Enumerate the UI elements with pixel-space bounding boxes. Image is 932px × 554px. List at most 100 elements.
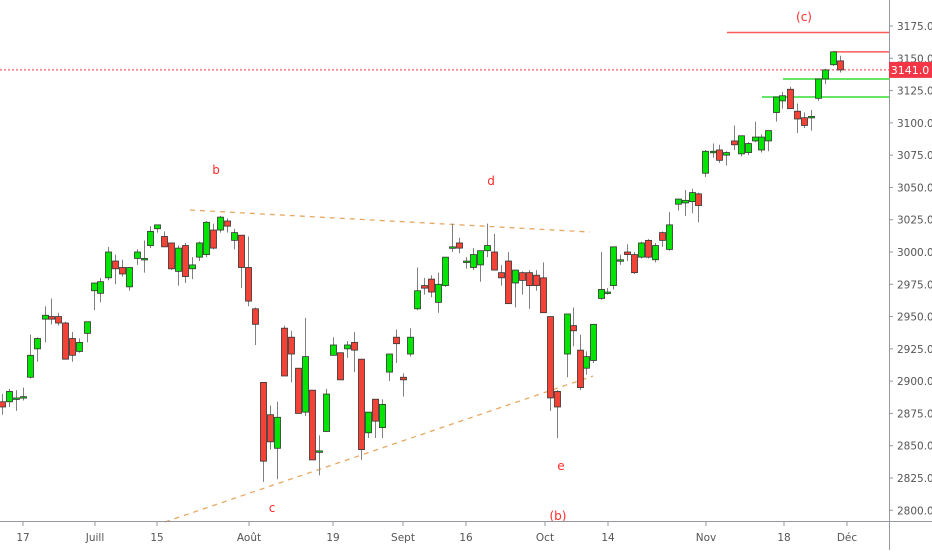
candle — [533, 270, 540, 291]
time-tick-label: Oct — [536, 532, 554, 544]
candle — [765, 130, 772, 152]
time-tick-label: Août — [237, 532, 261, 544]
candle — [126, 267, 133, 291]
price-tick-label: 2950.0 — [897, 312, 932, 324]
candle — [189, 257, 196, 280]
candle — [238, 234, 245, 289]
time-tick-label: 19 — [326, 532, 339, 544]
candle — [610, 246, 617, 290]
candle — [112, 254, 119, 285]
price-tick-label: 3075.0 — [897, 150, 932, 162]
candle — [738, 135, 745, 157]
candle — [598, 251, 605, 300]
time-tick-label: 16 — [459, 532, 473, 544]
candle — [210, 223, 217, 250]
candle — [295, 367, 302, 414]
price-tick-label: 3000.0 — [897, 247, 932, 259]
candle — [365, 411, 372, 438]
candle — [393, 329, 400, 364]
candle — [245, 236, 252, 307]
candle — [288, 330, 295, 383]
candle — [787, 86, 794, 110]
price-tick-label: 2975.0 — [897, 279, 932, 291]
candle — [470, 248, 477, 271]
candle — [231, 228, 238, 250]
candle — [168, 242, 175, 271]
candle — [182, 242, 189, 283]
time-axis[interactable]: 17 Juill 15 Août 19 Sept 16 Oct 14 Nov 18 Déc — [16, 522, 857, 544]
price-tick-label: 2825.0 — [897, 473, 932, 485]
candle — [407, 328, 414, 357]
candle — [105, 246, 112, 281]
candle — [675, 198, 682, 211]
candle — [484, 223, 491, 258]
time-tick-label: Déc — [837, 532, 858, 544]
candle — [62, 321, 69, 360]
candle — [590, 323, 597, 364]
price-tick-label: 3125.0 — [897, 86, 932, 98]
candle — [815, 78, 822, 101]
candle — [638, 241, 645, 259]
candle — [583, 351, 590, 375]
candle — [631, 251, 638, 274]
candle — [217, 215, 224, 233]
candle — [13, 390, 20, 411]
candle — [344, 341, 351, 358]
candle — [554, 390, 561, 438]
candle — [386, 353, 393, 382]
candle — [281, 325, 288, 377]
candle — [822, 68, 829, 85]
candle — [224, 218, 231, 233]
candle — [267, 405, 274, 450]
candle — [154, 224, 161, 233]
candle — [196, 241, 203, 262]
candle — [808, 109, 815, 131]
candle — [330, 337, 337, 356]
price-tick-label: 2925.0 — [897, 344, 932, 356]
candle — [274, 401, 281, 480]
candle — [442, 256, 449, 287]
candle — [97, 277, 104, 303]
candle — [604, 288, 611, 295]
candle — [84, 321, 91, 343]
candles — [0, 51, 844, 482]
candle — [0, 394, 6, 415]
candle — [351, 332, 358, 373]
price-tick-label: 2875.0 — [897, 408, 932, 420]
wave-label: e — [557, 459, 564, 473]
candle — [6, 388, 13, 407]
wave-label: (c) — [796, 10, 812, 24]
candle — [421, 277, 428, 295]
candle — [512, 269, 519, 308]
candle — [456, 237, 463, 254]
candle — [689, 188, 696, 214]
candle — [20, 387, 27, 401]
candle — [652, 242, 659, 263]
candle — [794, 103, 801, 134]
price-tick-label: 3175.0 — [897, 21, 932, 33]
wave-annotations: b d c e (b) (c) — [212, 10, 812, 523]
candle — [309, 389, 316, 461]
candle — [723, 151, 730, 166]
lower-trendline — [164, 375, 594, 523]
candle — [119, 259, 126, 277]
candle — [260, 382, 267, 482]
candle — [645, 239, 652, 259]
candle — [547, 316, 554, 411]
candle — [42, 306, 49, 343]
candle — [337, 352, 344, 381]
candle — [752, 121, 759, 143]
price-axis[interactable]: 3175.03150.03125.03100.03075.03050.03025… — [889, 21, 932, 517]
candle — [428, 275, 435, 298]
candle — [801, 112, 808, 129]
price-tick-label: 2800.0 — [897, 505, 932, 517]
candle — [372, 398, 379, 438]
candle — [358, 358, 365, 460]
candle — [161, 231, 168, 248]
price-tick-label: 2900.0 — [897, 376, 932, 388]
time-tick-label: 14 — [601, 532, 615, 544]
candle — [695, 192, 702, 223]
price-tick-label: 2850.0 — [897, 441, 932, 453]
